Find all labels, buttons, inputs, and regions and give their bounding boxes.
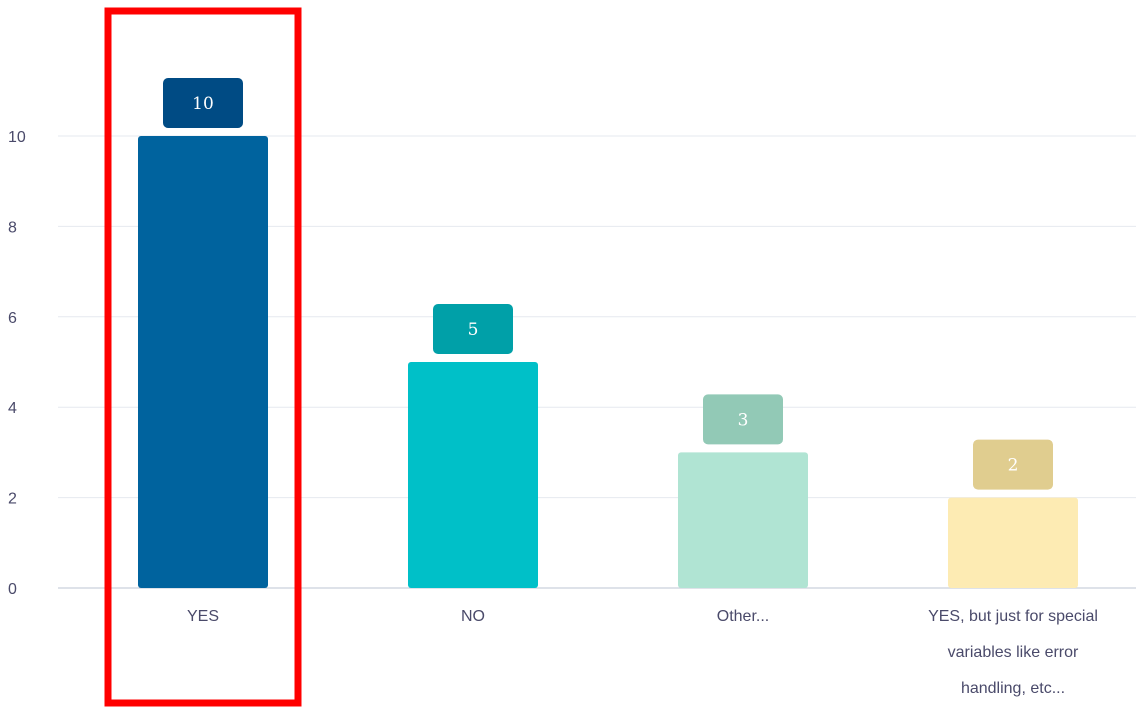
data-label: 2	[1008, 456, 1019, 476]
y-tick-label: 4	[8, 400, 17, 417]
bar	[948, 497, 1078, 588]
data-label-badge	[163, 78, 243, 128]
x-axis-category-labels: YES NO Other... YES, but just for special va…	[187, 608, 1098, 697]
bar	[138, 136, 268, 588]
data-label-badge	[433, 304, 513, 354]
y-tick-label: 2	[8, 491, 17, 508]
category-label: handling, etc...	[961, 680, 1065, 697]
y-tick-label: 0	[8, 581, 17, 598]
data-label: 10	[192, 94, 214, 114]
y-axis-tick-labels: 0 2 4 6 8 10	[8, 129, 26, 598]
y-tick-label: 6	[8, 310, 17, 327]
data-label: 5	[468, 320, 479, 340]
category-label: YES, but just for special	[928, 608, 1098, 625]
y-tick-label: 8	[8, 219, 17, 236]
category-label: NO	[461, 608, 485, 625]
bar	[678, 452, 808, 588]
category-label: variables like error	[948, 644, 1079, 661]
category-label: Other...	[717, 608, 769, 625]
data-label-badge	[703, 394, 783, 445]
y-tick-label: 10	[8, 129, 26, 146]
highlight	[104, 7, 302, 707]
data-label-badge	[973, 439, 1053, 490]
data-label: 3	[738, 410, 749, 430]
category-label: YES	[187, 608, 219, 625]
bar	[408, 362, 538, 588]
bars	[138, 136, 1078, 588]
highlight-box	[104, 7, 302, 707]
data-labels: 10 5 3 2	[163, 78, 1053, 490]
